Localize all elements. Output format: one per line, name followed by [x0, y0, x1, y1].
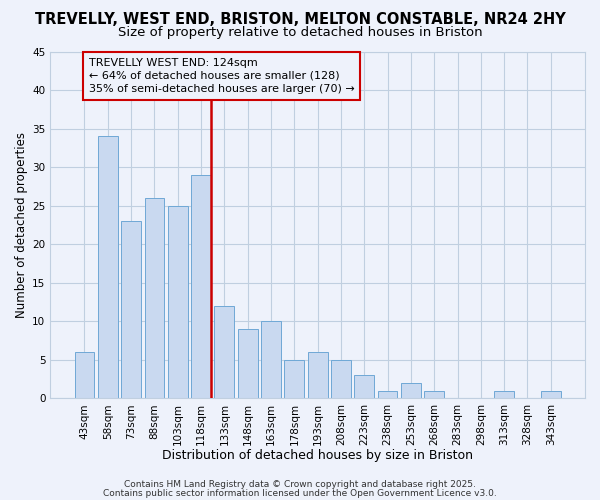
Bar — [424, 390, 444, 398]
Bar — [214, 306, 234, 398]
Bar — [261, 322, 281, 398]
Bar — [331, 360, 351, 399]
Bar — [401, 383, 421, 398]
Text: Contains HM Land Registry data © Crown copyright and database right 2025.: Contains HM Land Registry data © Crown c… — [124, 480, 476, 489]
Bar — [145, 198, 164, 398]
Bar — [308, 352, 328, 399]
Bar — [494, 390, 514, 398]
Bar — [121, 221, 141, 398]
Bar — [74, 352, 94, 399]
Bar — [284, 360, 304, 399]
Text: TREVELLY WEST END: 124sqm
← 64% of detached houses are smaller (128)
35% of semi: TREVELLY WEST END: 124sqm ← 64% of detac… — [89, 58, 355, 94]
Bar — [355, 375, 374, 398]
Bar — [191, 175, 211, 398]
Text: Size of property relative to detached houses in Briston: Size of property relative to detached ho… — [118, 26, 482, 39]
Text: Contains public sector information licensed under the Open Government Licence v3: Contains public sector information licen… — [103, 488, 497, 498]
X-axis label: Distribution of detached houses by size in Briston: Distribution of detached houses by size … — [162, 450, 473, 462]
Bar — [238, 329, 257, 398]
Bar — [377, 390, 397, 398]
Bar — [168, 206, 188, 398]
Text: TREVELLY, WEST END, BRISTON, MELTON CONSTABLE, NR24 2HY: TREVELLY, WEST END, BRISTON, MELTON CONS… — [35, 12, 565, 28]
Y-axis label: Number of detached properties: Number of detached properties — [15, 132, 28, 318]
Bar — [98, 136, 118, 398]
Bar — [541, 390, 560, 398]
